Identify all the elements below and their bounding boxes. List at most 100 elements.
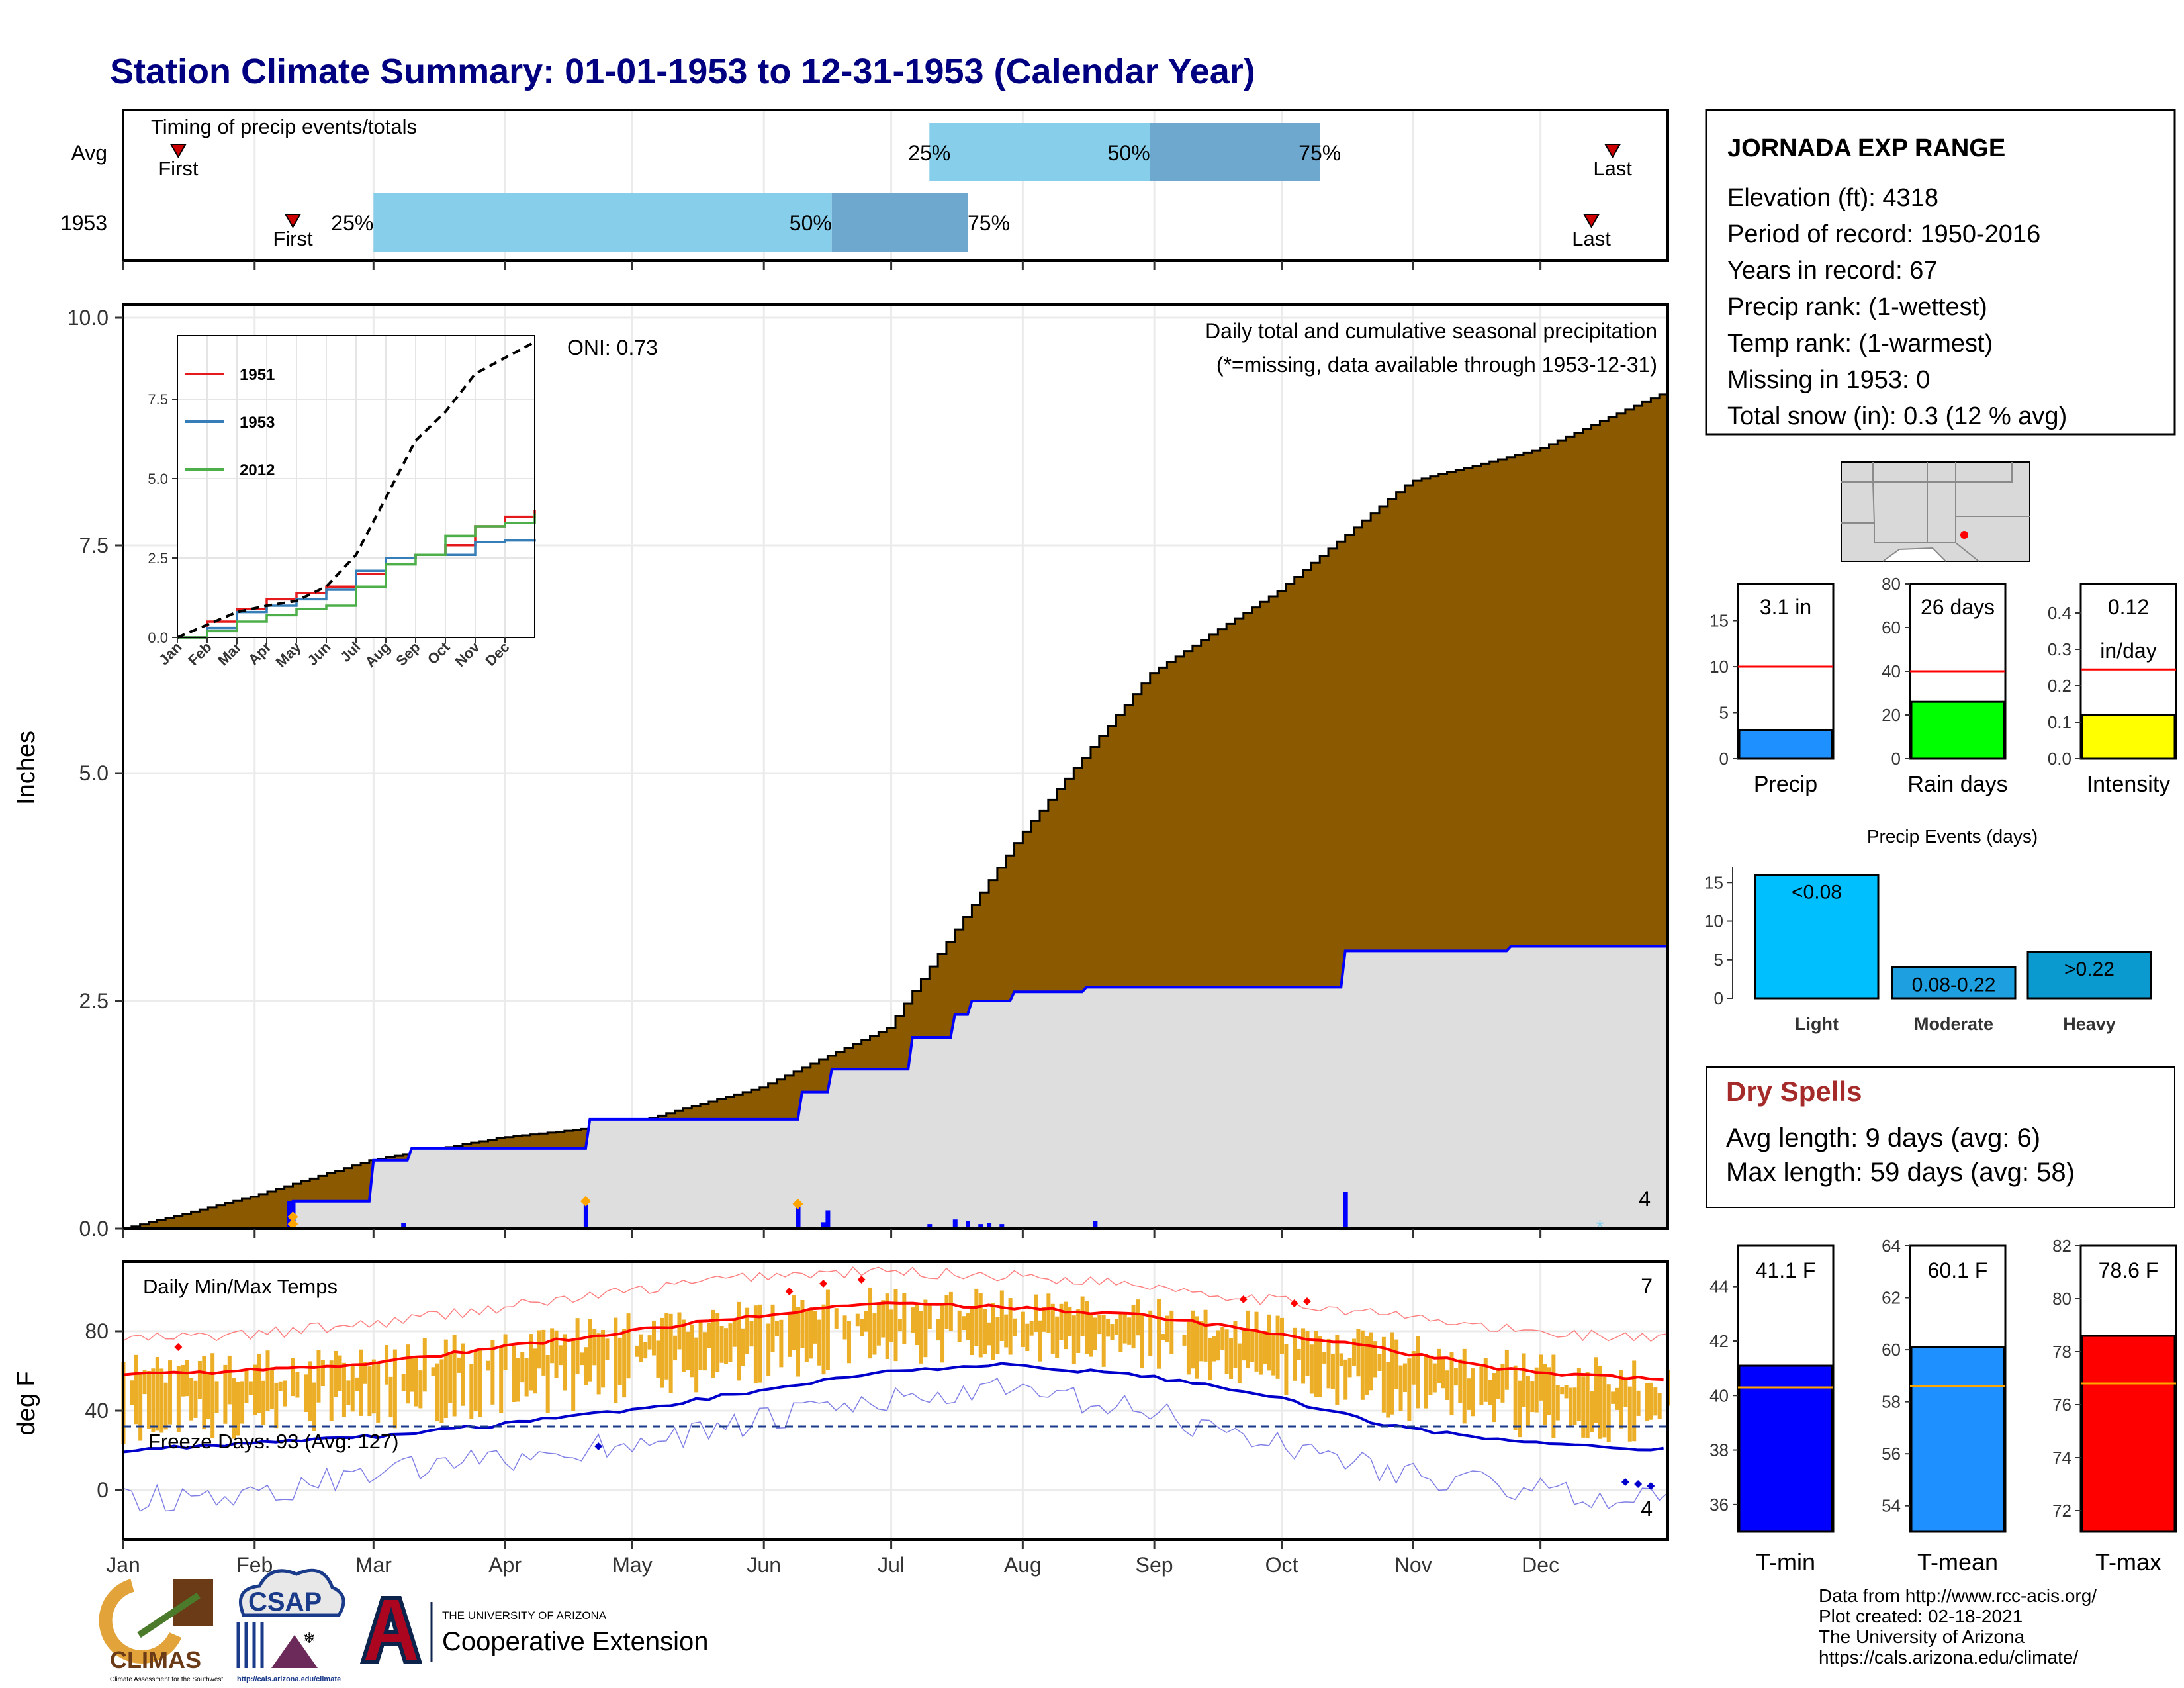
record-max-line xyxy=(122,1266,1668,1342)
daily-temp-bar-262 xyxy=(1229,1338,1234,1379)
daily-temp-bar-293 xyxy=(1360,1330,1365,1400)
daily-temp-bar-275 xyxy=(1284,1344,1289,1396)
temp-record-marker-2 xyxy=(819,1280,827,1288)
daily-temp-bar-289 xyxy=(1343,1359,1348,1400)
daily-temp-bar-28 xyxy=(236,1382,240,1436)
daily-temp-bar-127 xyxy=(656,1340,660,1378)
daily-temp-bar-91 xyxy=(503,1334,508,1370)
temp-summary-ytick-label-T-min-2: 40 xyxy=(1709,1385,1729,1405)
inset-ytick-label-2: 5.0 xyxy=(148,471,168,487)
daily-temp-bar-19 xyxy=(197,1360,202,1399)
temp-summary-ytick-label-T-max-1: 74 xyxy=(2052,1448,2071,1468)
daily-temp-bar-33 xyxy=(257,1354,261,1413)
events-ytick-label-0: 0 xyxy=(1714,988,1723,1008)
daily-temp-bar-210 xyxy=(1008,1298,1013,1355)
year-cumulative-area xyxy=(123,946,1668,1229)
daily-temp-bar-346 xyxy=(1585,1372,1590,1439)
daily-temp-bar-313 xyxy=(1445,1370,1450,1401)
record-min-line xyxy=(122,1378,1668,1512)
daily-temp-bar-281 xyxy=(1309,1344,1314,1394)
daily-temp-bar-10 xyxy=(159,1368,164,1433)
first-event-marker-1 xyxy=(284,214,302,228)
footer-credits: Data from http://www.rcc-acis.org/ Plot … xyxy=(1819,1585,2097,1667)
daily-temp-bar-256 xyxy=(1203,1309,1208,1362)
daily-temp-bar-142 xyxy=(719,1325,724,1363)
events-ytick-label-1: 5 xyxy=(1714,950,1723,970)
daily-temp-bar-177 xyxy=(868,1287,873,1359)
daily-temp-bar-309 xyxy=(1428,1355,1433,1395)
month-label-Jan: Jan xyxy=(106,1553,140,1577)
temp-summary-bar-T-max xyxy=(2081,1335,2176,1533)
daily-temp-bar-358 xyxy=(1636,1390,1641,1416)
daily-precip-bar-6 xyxy=(825,1210,831,1229)
daily-temp-bar-14 xyxy=(176,1366,181,1432)
daily-temp-bar-243 xyxy=(1148,1310,1153,1356)
daily-temp-bar-98 xyxy=(533,1348,537,1394)
temp-summary-label-T-min: T-min xyxy=(1756,1548,1815,1575)
daily-temp-bar-67 xyxy=(401,1374,406,1391)
daily-temp-bar-150 xyxy=(753,1305,758,1383)
daily-temp-bar-215 xyxy=(1029,1321,1034,1336)
events-category-Heavy: Heavy xyxy=(2063,1014,2116,1034)
daily-precip-bar-10 xyxy=(978,1224,983,1229)
timing-label-25-0: 25% xyxy=(908,141,950,165)
daily-temp-bar-104 xyxy=(558,1345,563,1366)
summary-ytick-label-Rain days-2: 40 xyxy=(1882,661,1901,681)
temp-summary-ytick-label-T-min-3: 42 xyxy=(1709,1331,1729,1351)
summary-label-Intensity: Intensity xyxy=(2087,772,2171,797)
trace-marker-1 xyxy=(287,1219,298,1230)
university-of-arizona-logo: THE UNIVERSITY OF ARIZONA Cooperative Ex… xyxy=(359,1596,708,1664)
daily-precip-bar-7 xyxy=(927,1224,933,1229)
events-bar-label-Light: <0.08 xyxy=(1792,882,1842,904)
temp-summary-ytick-label-T-max-0: 72 xyxy=(2052,1501,2071,1521)
daily-temp-bar-84 xyxy=(473,1349,478,1411)
daily-temp-bar-131 xyxy=(673,1335,678,1361)
daily-temp-bar-151 xyxy=(758,1304,762,1383)
timing-label-25-1: 25% xyxy=(331,211,373,235)
inset-ytick-label-3: 7.5 xyxy=(148,391,168,408)
temp-summary-label-T-mean: T-mean xyxy=(1917,1548,1998,1575)
daily-temp-bar-54 xyxy=(346,1380,351,1405)
temp-summary-ytick-label-T-mean-5: 64 xyxy=(1882,1236,1901,1256)
daily-temp-bar-261 xyxy=(1224,1329,1229,1374)
daily-temp-bar-224 xyxy=(1068,1307,1072,1336)
daily-temp-bar-37 xyxy=(274,1382,279,1429)
oni-label: ONI: 0.73 xyxy=(567,336,658,359)
daily-temp-bar-132 xyxy=(677,1312,682,1350)
daily-temp-bar-207 xyxy=(995,1317,1000,1354)
summary-ytick-label-Rain days-1: 20 xyxy=(1882,705,1901,725)
station-elevation: Elevation (ft): 4318 xyxy=(1727,184,1938,212)
daily-temp-bar-331 xyxy=(1522,1353,1526,1407)
daily-temp-bar-269 xyxy=(1258,1333,1263,1375)
summary-label-Rain days: Rain days xyxy=(1907,772,2007,797)
summary-value-Precip: 3.1 in xyxy=(1760,595,1811,619)
daily-temp-bar-178 xyxy=(872,1313,877,1355)
daily-temp-bar-123 xyxy=(639,1334,643,1362)
daily-temp-bar-103 xyxy=(554,1330,559,1378)
daily-temp-bar-204 xyxy=(983,1309,987,1354)
summary-bar-Rain days xyxy=(1910,700,2005,760)
daily-temp-bar-133 xyxy=(681,1319,686,1372)
daily-temp-bar-237 xyxy=(1122,1312,1127,1344)
daily-temp-bar-181 xyxy=(885,1293,889,1360)
daily-temp-bar-248 xyxy=(1169,1310,1174,1354)
daily-temp-bar-294 xyxy=(1365,1336,1369,1395)
temp-panel: 0 40 80 Daily Min/Max Temps Freeze Days: 9… xyxy=(13,1260,1670,1577)
daily-temp-bar-196 xyxy=(948,1291,953,1331)
map-mexico-border xyxy=(1882,547,1946,562)
last-label-1: Last xyxy=(1572,227,1611,250)
daily-temp-bar-338 xyxy=(1551,1354,1556,1439)
daily-temp-bar-284 xyxy=(1322,1352,1327,1364)
temp-ytick-label-0: 0 xyxy=(97,1478,109,1502)
temp-record-marker-7 xyxy=(594,1442,603,1450)
daily-temp-bar-122 xyxy=(635,1345,639,1357)
daily-temp-bar-7 xyxy=(146,1371,151,1429)
temp-y-label: deg F xyxy=(13,1371,40,1435)
daily-temp-bar-85 xyxy=(478,1348,482,1417)
daily-temp-bar-350 xyxy=(1602,1376,1607,1438)
daily-temp-bar-107 xyxy=(571,1340,576,1411)
daily-temp-bar-34 xyxy=(261,1380,266,1425)
daily-temp-bar-146 xyxy=(737,1301,741,1381)
daily-temp-bar-193 xyxy=(936,1319,940,1341)
daily-temp-bar-119 xyxy=(622,1329,627,1398)
